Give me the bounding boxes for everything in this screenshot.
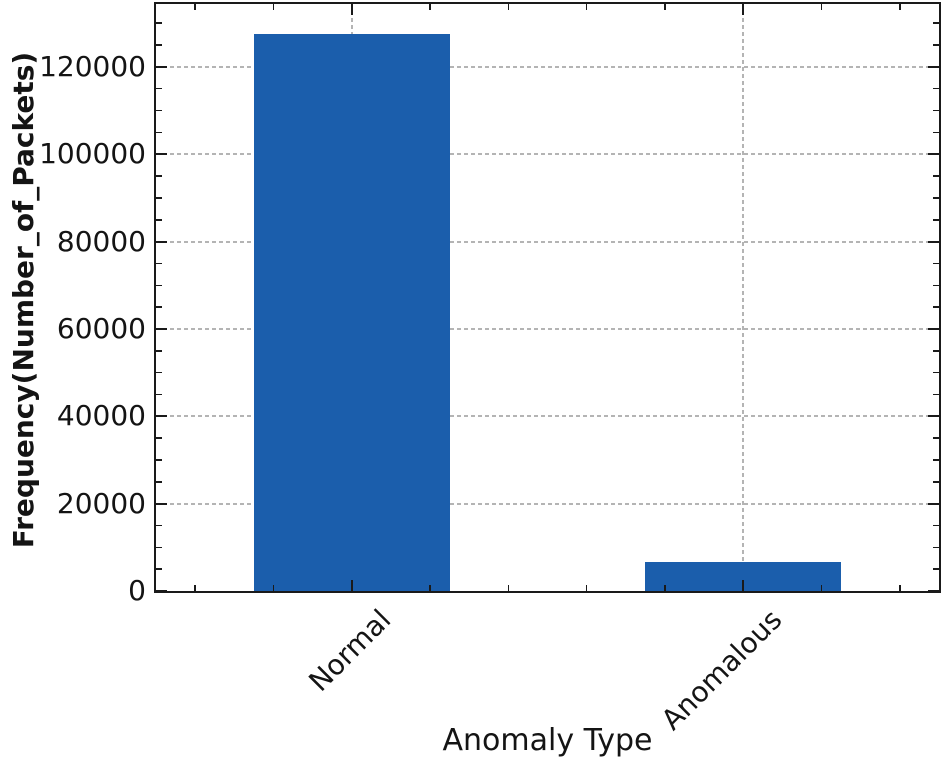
y-gridline	[156, 327, 939, 330]
y-minor-tick-right	[933, 197, 939, 199]
y-gridline	[156, 502, 939, 505]
x-major-tick-top	[350, 4, 353, 15]
x-minor-tick-top	[507, 4, 510, 10]
y-minor-tick-left	[156, 524, 162, 527]
y-minor-tick-right	[933, 524, 939, 527]
y-gridline	[156, 65, 939, 68]
y-major-tick-left	[156, 65, 167, 68]
x-minor-tick-bottom	[429, 585, 431, 591]
x-minor-tick-top	[820, 4, 823, 10]
y-major-tick-left	[156, 590, 167, 592]
x-minor-tick-bottom	[664, 585, 666, 591]
y-minor-tick-left	[156, 175, 162, 177]
x-major-tick-bottom	[350, 580, 353, 591]
y-minor-tick-left	[156, 437, 162, 439]
y-minor-tick-right	[933, 262, 939, 265]
x-minor-tick-bottom	[272, 585, 275, 591]
y-tick-label: 80000	[56, 224, 146, 258]
y-major-tick-right	[928, 240, 939, 243]
y-minor-tick-left	[156, 306, 162, 308]
bar-normal	[253, 34, 450, 591]
y-minor-tick-left	[156, 546, 162, 549]
x-major-tick-bottom	[742, 580, 745, 591]
y-tick-label: 20000	[56, 486, 146, 520]
y-minor-tick-left	[156, 109, 162, 112]
y-minor-tick-right	[933, 393, 939, 396]
plot-area	[154, 2, 941, 593]
y-major-tick-left	[156, 415, 167, 418]
y-minor-tick-left	[156, 87, 162, 90]
x-minor-tick-bottom	[507, 585, 510, 591]
y-minor-tick-right	[933, 568, 939, 570]
x-minor-tick-bottom	[585, 585, 588, 591]
x-minor-tick-top	[899, 4, 901, 10]
y-minor-tick-right	[933, 219, 939, 221]
y-tick-label: 100000	[39, 137, 146, 171]
y-tick-label: 60000	[56, 311, 146, 345]
y-minor-tick-right	[933, 437, 939, 439]
y-minor-tick-right	[933, 87, 939, 90]
y-minor-tick-right	[933, 350, 939, 352]
y-major-tick-left	[156, 153, 167, 156]
y-minor-tick-right	[933, 109, 939, 112]
y-major-tick-right	[928, 415, 939, 418]
y-major-tick-right	[928, 327, 939, 330]
y-minor-tick-left	[156, 219, 162, 221]
y-minor-tick-right	[933, 131, 939, 134]
y-major-tick-left	[156, 502, 167, 505]
y-minor-tick-left	[156, 262, 162, 265]
y-minor-tick-left	[156, 371, 162, 374]
y-gridline	[156, 240, 939, 243]
y-major-tick-right	[928, 65, 939, 68]
y-minor-tick-right	[933, 22, 939, 24]
y-minor-tick-right	[933, 481, 939, 483]
x-minor-tick-bottom	[820, 585, 823, 591]
y-tick-label: 0	[128, 574, 146, 607]
y-minor-tick-right	[933, 306, 939, 308]
y-minor-tick-right	[933, 44, 939, 46]
x-gridline	[742, 4, 745, 591]
y-major-tick-right	[928, 590, 939, 592]
y-minor-tick-left	[156, 197, 162, 199]
y-minor-tick-left	[156, 350, 162, 352]
x-minor-tick-top	[429, 4, 431, 10]
y-minor-tick-left	[156, 568, 162, 570]
x-minor-tick-top	[664, 4, 666, 10]
y-gridline	[156, 415, 939, 418]
x-minor-tick-bottom	[899, 585, 901, 591]
y-minor-tick-left	[156, 284, 162, 287]
y-major-tick-right	[928, 502, 939, 505]
y-major-tick-right	[928, 153, 939, 156]
y-minor-tick-left	[156, 22, 162, 24]
y-minor-tick-right	[933, 459, 939, 461]
y-tick-label: 40000	[56, 399, 146, 433]
y-minor-tick-left	[156, 459, 162, 461]
x-axis-label: Anomaly Type	[442, 723, 653, 758]
y-minor-tick-left	[156, 44, 162, 46]
y-minor-tick-right	[933, 371, 939, 374]
y-gridline	[156, 153, 939, 156]
y-minor-tick-left	[156, 393, 162, 396]
x-major-tick-top	[742, 4, 745, 15]
x-minor-tick-bottom	[194, 585, 196, 591]
y-minor-tick-left	[156, 481, 162, 483]
y-tick-label: 120000	[39, 49, 146, 83]
y-minor-tick-right	[933, 284, 939, 287]
y-minor-tick-right	[933, 546, 939, 549]
y-major-tick-left	[156, 327, 167, 330]
y-minor-tick-right	[933, 175, 939, 177]
x-minor-tick-top	[272, 4, 275, 10]
y-major-tick-left	[156, 240, 167, 243]
y-minor-tick-left	[156, 131, 162, 134]
x-minor-tick-top	[585, 4, 588, 10]
x-minor-tick-top	[194, 4, 196, 10]
